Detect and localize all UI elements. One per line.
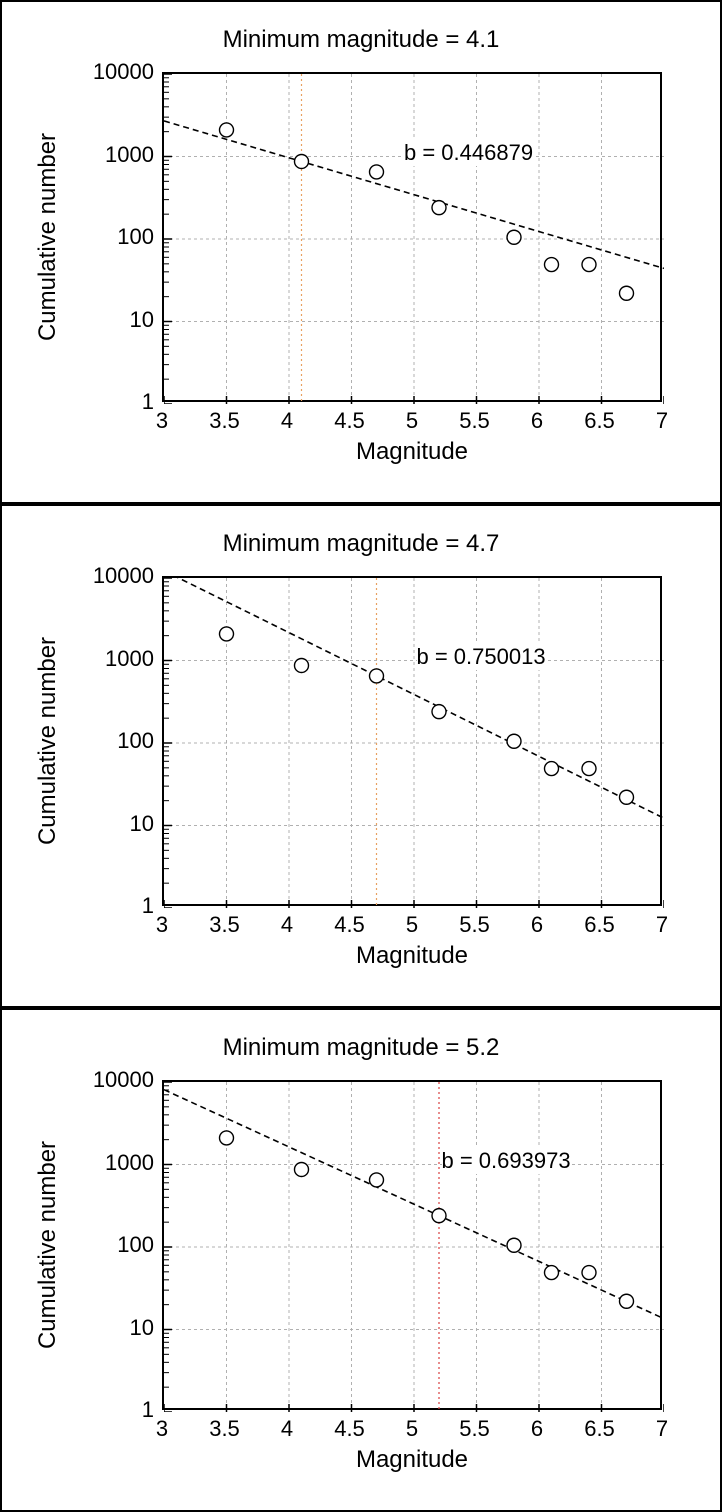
chart-panel: Minimum magnitude = 4.1 Cumulative number…	[0, 0, 722, 504]
x-tick-label: 4.5	[334, 408, 365, 434]
y-tick-label: 10	[74, 307, 154, 333]
data-point	[620, 286, 634, 300]
x-tick-label: 6	[531, 1416, 543, 1442]
panel-title: Minimum magnitude = 4.7	[2, 530, 720, 558]
data-point	[220, 1131, 234, 1145]
x-tick-label: 7	[656, 1416, 668, 1442]
plot-area: b = 0.693973	[162, 1080, 662, 1410]
y-tick-label: 1000	[74, 646, 154, 672]
data-point	[507, 734, 521, 748]
y-tick-label: 10	[74, 1315, 154, 1341]
panel-title: Minimum magnitude = 4.1	[2, 26, 720, 54]
x-tick-label: 3	[156, 408, 168, 434]
data-point	[370, 1173, 384, 1187]
x-tick-label: 5.5	[459, 408, 490, 434]
y-axis-label: Cumulative number	[34, 127, 62, 347]
y-tick-label: 1000	[74, 1150, 154, 1176]
plot-svg	[164, 578, 664, 908]
x-tick-label: 5	[406, 408, 418, 434]
x-tick-label: 7	[656, 912, 668, 938]
x-tick-label: 4	[281, 1416, 293, 1442]
data-point	[582, 258, 596, 272]
x-tick-label: 4	[281, 912, 293, 938]
x-axis-label: Magnitude	[162, 438, 662, 466]
x-tick-label: 6.5	[584, 912, 615, 938]
y-tick-label: 10000	[74, 59, 154, 85]
y-tick-label: 100	[74, 1232, 154, 1258]
x-tick-label: 5.5	[459, 1416, 490, 1442]
data-point	[545, 258, 559, 272]
data-point	[507, 230, 521, 244]
b-value-annotation: b = 0.693973	[442, 1148, 571, 1174]
b-value-annotation: b = 0.750013	[417, 644, 546, 670]
x-tick-label: 5	[406, 912, 418, 938]
y-axis-label: Cumulative number	[34, 631, 62, 851]
x-axis-label: Magnitude	[162, 942, 662, 970]
x-tick-label: 5.5	[459, 912, 490, 938]
y-tick-label: 10000	[74, 563, 154, 589]
x-tick-label: 7	[656, 408, 668, 434]
x-tick-label: 6	[531, 408, 543, 434]
y-tick-label: 10000	[74, 1067, 154, 1093]
data-point	[545, 762, 559, 776]
data-point	[370, 669, 384, 683]
x-tick-label: 3.5	[209, 1416, 240, 1442]
data-point	[370, 165, 384, 179]
data-point	[432, 1209, 446, 1223]
x-tick-label: 6.5	[584, 1416, 615, 1442]
x-tick-label: 6	[531, 912, 543, 938]
x-tick-label: 5	[406, 1416, 418, 1442]
b-value-annotation: b = 0.446879	[404, 140, 533, 166]
y-tick-label: 100	[74, 728, 154, 754]
data-point	[220, 627, 234, 641]
data-point	[507, 1238, 521, 1252]
y-tick-label: 100	[74, 224, 154, 250]
x-tick-label: 4.5	[334, 912, 365, 938]
chart-panel: Minimum magnitude = 5.2 Cumulative number…	[0, 1008, 722, 1512]
chart-panel: Minimum magnitude = 4.7 Cumulative number…	[0, 504, 722, 1008]
plot-area: b = 0.750013	[162, 576, 662, 906]
data-point	[432, 201, 446, 215]
y-tick-label: 1	[74, 389, 154, 415]
y-tick-label: 10	[74, 811, 154, 837]
plot-svg	[164, 1082, 664, 1412]
x-tick-label: 4.5	[334, 1416, 365, 1442]
data-point	[545, 1266, 559, 1280]
y-tick-label: 1	[74, 1397, 154, 1423]
x-tick-label: 3.5	[209, 912, 240, 938]
x-tick-label: 3	[156, 1416, 168, 1442]
data-point	[582, 1266, 596, 1280]
x-tick-label: 3	[156, 912, 168, 938]
plot-area: b = 0.446879	[162, 72, 662, 402]
y-tick-label: 1000	[74, 142, 154, 168]
data-point	[295, 154, 309, 168]
x-axis-label: Magnitude	[162, 1446, 662, 1474]
x-tick-label: 3.5	[209, 408, 240, 434]
data-point	[582, 762, 596, 776]
data-point	[620, 1294, 634, 1308]
data-point	[432, 705, 446, 719]
data-point	[220, 123, 234, 137]
data-point	[295, 658, 309, 672]
data-point	[295, 1162, 309, 1176]
data-point	[620, 790, 634, 804]
x-tick-label: 4	[281, 408, 293, 434]
y-axis-label: Cumulative number	[34, 1135, 62, 1355]
panel-title: Minimum magnitude = 5.2	[2, 1034, 720, 1062]
plot-svg	[164, 74, 664, 404]
y-tick-label: 1	[74, 893, 154, 919]
x-tick-label: 6.5	[584, 408, 615, 434]
